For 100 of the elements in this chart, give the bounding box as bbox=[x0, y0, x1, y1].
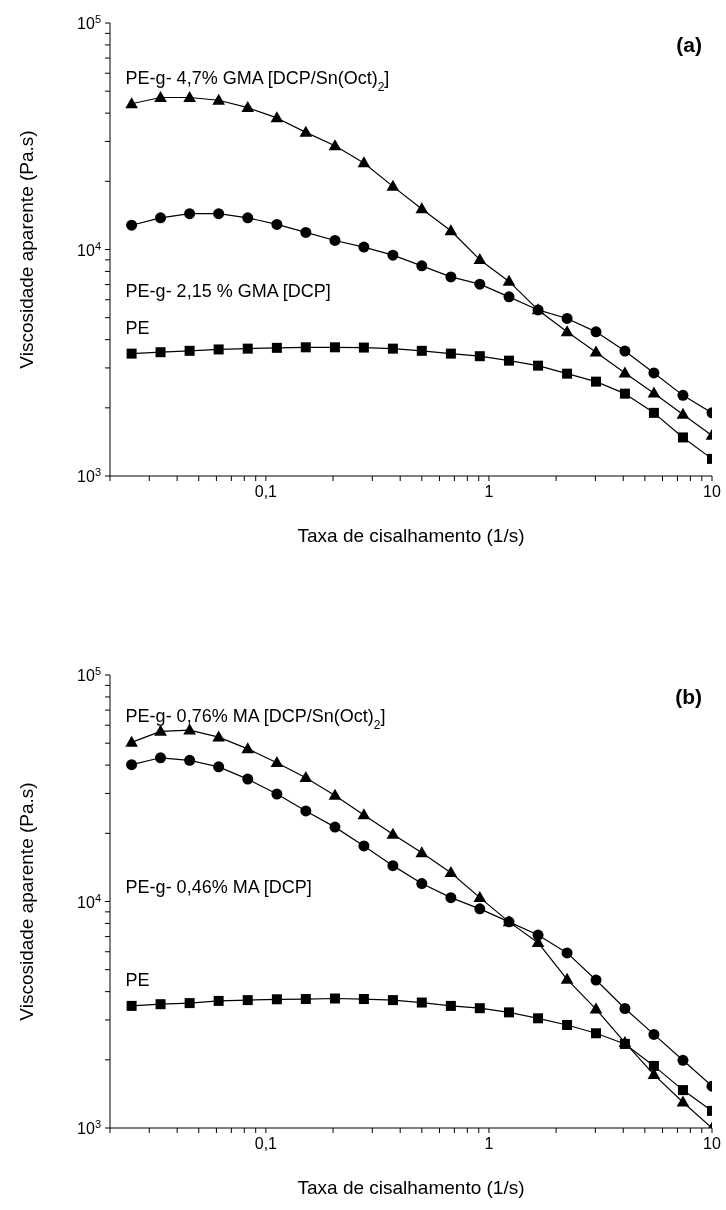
point bbox=[184, 345, 195, 356]
point bbox=[387, 995, 398, 1006]
point bbox=[474, 903, 486, 915]
point bbox=[386, 179, 400, 191]
point bbox=[444, 866, 458, 878]
point bbox=[154, 90, 167, 102]
point bbox=[155, 752, 167, 764]
point bbox=[126, 1000, 137, 1011]
series-label: PE-g- 2,15 % GMA [DCP] bbox=[125, 281, 331, 302]
series-label: PE-g- 4,7% GMA [DCP/Sn(Oct)$_{2}$] bbox=[125, 67, 390, 94]
point bbox=[299, 125, 313, 137]
point bbox=[562, 1019, 573, 1030]
point bbox=[445, 1000, 456, 1011]
point bbox=[445, 271, 457, 283]
point bbox=[242, 343, 253, 354]
point bbox=[503, 291, 515, 303]
point bbox=[474, 351, 485, 362]
point bbox=[647, 386, 661, 398]
point bbox=[676, 1095, 690, 1107]
point bbox=[242, 212, 254, 224]
y-tick-label: 10$^{5}$ bbox=[77, 13, 101, 32]
y-tick-label: 10$^{5}$ bbox=[77, 665, 101, 684]
point bbox=[416, 878, 428, 890]
point bbox=[677, 1054, 689, 1066]
point bbox=[300, 226, 312, 238]
point bbox=[560, 972, 574, 984]
point bbox=[155, 347, 166, 358]
point bbox=[504, 1007, 515, 1018]
point bbox=[357, 808, 371, 820]
series-label: PE bbox=[125, 317, 150, 338]
point bbox=[560, 325, 574, 337]
point bbox=[473, 891, 487, 903]
point bbox=[618, 366, 632, 378]
point bbox=[590, 974, 602, 986]
point bbox=[358, 840, 370, 852]
point bbox=[242, 773, 254, 785]
point bbox=[416, 260, 428, 272]
point bbox=[415, 846, 429, 858]
point bbox=[387, 343, 398, 354]
point bbox=[387, 860, 399, 872]
point bbox=[358, 241, 370, 253]
point bbox=[213, 995, 224, 1006]
x-axis-title: Taxa de cisalhamento (1/s) bbox=[297, 525, 525, 546]
point bbox=[125, 735, 138, 747]
point bbox=[591, 376, 602, 387]
point bbox=[270, 756, 284, 768]
point bbox=[271, 788, 283, 800]
x-tick-label: 1 bbox=[484, 483, 494, 500]
x-tick-label: 0,1 bbox=[254, 483, 278, 500]
point bbox=[533, 1013, 544, 1024]
point bbox=[533, 360, 544, 371]
x-tick-label: 10 bbox=[703, 1135, 721, 1152]
point bbox=[213, 344, 224, 355]
point bbox=[183, 90, 196, 102]
series-label: PE bbox=[125, 969, 150, 990]
point bbox=[648, 1028, 660, 1040]
point bbox=[155, 212, 167, 224]
y-axis-title: Viscosidade aparente (Pa.s) bbox=[15, 782, 37, 1021]
point bbox=[589, 1002, 603, 1014]
point bbox=[270, 111, 284, 123]
point bbox=[619, 345, 631, 357]
point bbox=[358, 994, 369, 1005]
point bbox=[213, 761, 225, 773]
point bbox=[445, 892, 457, 904]
point bbox=[444, 224, 458, 236]
point bbox=[415, 202, 429, 214]
point bbox=[561, 947, 573, 959]
point bbox=[416, 345, 427, 356]
point bbox=[329, 821, 341, 833]
y-tick-label: 10$^{4}$ bbox=[77, 239, 101, 259]
point bbox=[677, 432, 688, 443]
point bbox=[677, 1085, 688, 1096]
point bbox=[474, 278, 486, 290]
point bbox=[212, 93, 225, 105]
point bbox=[242, 995, 253, 1006]
point bbox=[299, 771, 313, 783]
annotation: (a) bbox=[676, 33, 702, 57]
point bbox=[126, 759, 138, 771]
point bbox=[300, 994, 311, 1005]
point bbox=[532, 929, 544, 941]
text: PE-g- 0,46% MA [DCP] bbox=[125, 877, 312, 898]
point bbox=[184, 998, 195, 1009]
point bbox=[561, 312, 573, 324]
point bbox=[213, 208, 225, 220]
point bbox=[241, 101, 255, 113]
point bbox=[619, 1002, 631, 1014]
y-axis-title: Viscosidade aparente (Pa.s) bbox=[15, 130, 37, 369]
point bbox=[504, 355, 515, 366]
annotation: (b) bbox=[675, 685, 702, 709]
point bbox=[591, 1028, 602, 1039]
point bbox=[125, 97, 138, 109]
point bbox=[358, 342, 369, 353]
point bbox=[590, 326, 602, 338]
point bbox=[387, 249, 399, 261]
series-label: PE-g- 0,76% MA [DCP/Sn(Oct)$_{2}$] bbox=[125, 706, 386, 733]
x-tick-label: 1 bbox=[484, 1135, 494, 1152]
point bbox=[271, 994, 282, 1005]
point bbox=[300, 805, 312, 817]
point bbox=[328, 788, 342, 800]
point bbox=[241, 742, 255, 754]
